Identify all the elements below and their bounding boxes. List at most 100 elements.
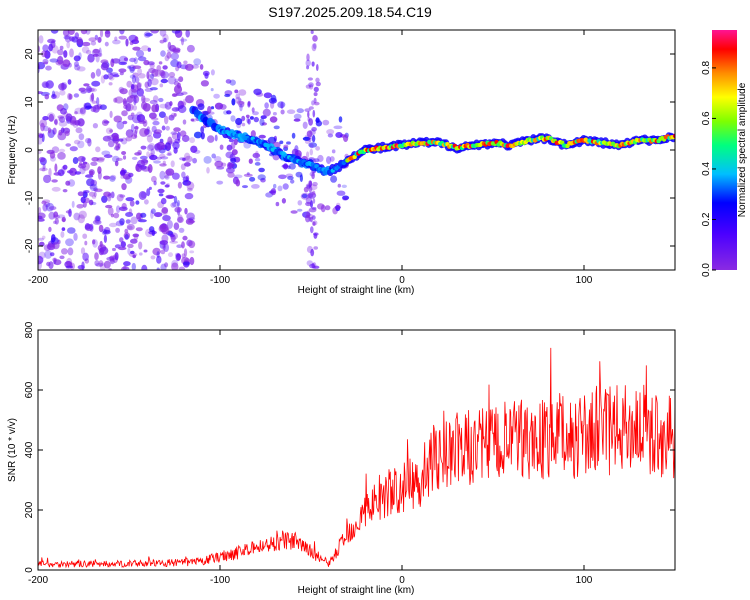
noise-blob (190, 145, 198, 153)
noise-blob (119, 218, 125, 226)
noise-blob (66, 41, 71, 49)
noise-blob (136, 114, 146, 123)
noise-blob (236, 100, 245, 105)
noise-blob (331, 149, 336, 154)
noise-blob (190, 118, 195, 122)
noise-blob (125, 219, 131, 224)
noise-blob (89, 170, 94, 176)
noise-blob (290, 179, 295, 184)
noise-blob (160, 78, 168, 84)
noise-blob (269, 116, 278, 123)
noise-blob (138, 73, 146, 79)
noise-blob (223, 110, 229, 115)
noise-blob (173, 222, 180, 230)
noise-blob (283, 144, 289, 149)
noise-blob (239, 103, 243, 112)
noise-blob (179, 38, 188, 42)
noise-blob (313, 158, 320, 163)
noise-blob (103, 74, 109, 80)
noise-blob (315, 81, 321, 87)
noise-blob (123, 265, 127, 270)
noise-blob (134, 125, 139, 134)
figure-title: S197.2025.209.18.54.C19 (268, 4, 432, 20)
noise-blob (43, 174, 52, 184)
noise-blob (62, 189, 68, 193)
noise-blob (160, 197, 167, 205)
noise-blob (128, 208, 133, 214)
noise-blob (138, 241, 143, 250)
noise-blob (109, 129, 113, 133)
noise-blob (121, 183, 127, 191)
noise-blob (306, 130, 313, 138)
noise-blob (159, 223, 169, 233)
noise-blob (81, 46, 90, 54)
noise-blob (311, 61, 315, 67)
noise-blob (282, 183, 289, 190)
snr-y-label: SNR (10 * v/v) (7, 418, 18, 482)
noise-blob (204, 72, 209, 79)
noise-blob (65, 238, 74, 247)
noise-blob (144, 199, 149, 205)
noise-blob (132, 114, 141, 124)
noise-blob (109, 75, 115, 81)
noise-blob (170, 160, 175, 168)
noise-blob (47, 38, 56, 44)
noise-blob (150, 148, 155, 157)
noise-blob (151, 229, 156, 236)
noise-blob (249, 176, 256, 182)
noise-blob (164, 184, 170, 188)
noise-blob (115, 227, 120, 233)
noise-blob (65, 265, 74, 269)
noise-blob (89, 223, 94, 232)
noise-blob (148, 186, 152, 190)
noise-blob (210, 88, 214, 92)
noise-blob (150, 78, 159, 86)
noise-blob (307, 111, 310, 118)
noise-blob (287, 165, 291, 170)
noise-blob (159, 153, 166, 159)
noise-blob (175, 66, 180, 72)
noise-blob (112, 74, 120, 78)
noise-blob (97, 52, 103, 58)
noise-blob (130, 112, 135, 117)
noise-blob (60, 83, 64, 90)
noise-blob (188, 240, 196, 249)
noise-blob (51, 90, 56, 98)
noise-blob (128, 172, 134, 178)
noise-blob (308, 142, 318, 148)
noise-blob (118, 35, 127, 40)
noise-blob (113, 115, 123, 123)
noise-blob (193, 149, 201, 154)
noise-blob (113, 212, 120, 219)
noise-blob (335, 132, 343, 138)
noise-blob (135, 200, 140, 205)
noise-blob (155, 156, 162, 160)
noise-blob (77, 191, 84, 197)
noise-blob (170, 131, 178, 135)
noise-blob (73, 139, 81, 145)
noise-blob (59, 116, 66, 123)
noise-blob (112, 247, 116, 252)
noise-blob (54, 163, 58, 173)
noise-blob (160, 50, 166, 57)
noise-blob (119, 71, 124, 76)
noise-blob (153, 180, 157, 186)
noise-blob (130, 134, 138, 140)
noise-blob (171, 107, 180, 112)
snr-x-label: Height of straight line (km) (298, 585, 415, 596)
noise-blob (132, 72, 139, 78)
noise-blob (121, 110, 128, 117)
noise-blob (173, 113, 177, 117)
noise-blob (150, 30, 160, 34)
noise-blob (308, 106, 314, 110)
noise-blob (249, 116, 254, 120)
noise-blob (92, 53, 99, 57)
noise-blob (73, 93, 80, 98)
noise-blob (48, 261, 54, 269)
noise-blob (283, 163, 288, 170)
noise-blob (95, 262, 104, 267)
noise-blob (290, 210, 298, 214)
noise-blob (177, 216, 184, 223)
noise-blob (82, 233, 88, 239)
